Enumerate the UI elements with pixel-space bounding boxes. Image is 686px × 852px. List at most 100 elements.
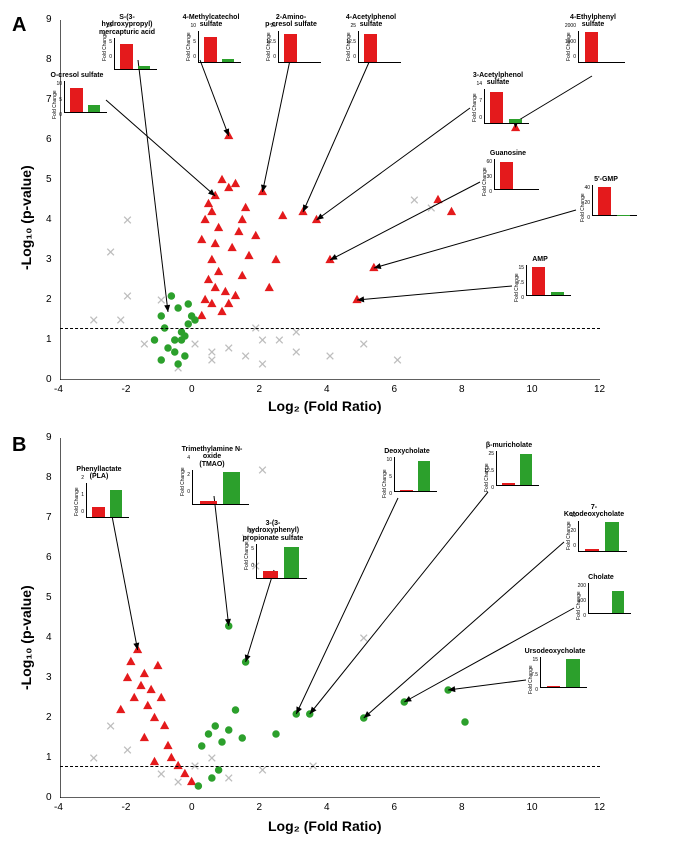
mini-ytick: 10	[106, 23, 112, 29]
mini-ytick: 7.5	[517, 280, 524, 286]
mini-ytick: 1000	[565, 39, 576, 45]
ytick: 6	[46, 552, 52, 563]
significance-cutoff	[60, 766, 600, 767]
xtick: -2	[122, 384, 131, 395]
mini-bar-wt	[566, 659, 580, 687]
ytick: 3	[46, 254, 52, 265]
mini-ylabel: Fold Change	[566, 32, 572, 61]
mini-ylabel: Fold Change	[566, 521, 572, 550]
mini-bar-ko	[500, 162, 513, 190]
xtick: 12	[594, 802, 605, 813]
mini-ytick: 5	[59, 97, 62, 103]
mini-ylabel: Fold Change	[346, 32, 352, 61]
panel-label-A: A	[12, 14, 26, 37]
mini-ytick: 0	[193, 54, 196, 60]
mini-bar-wt	[138, 66, 151, 69]
callout-s-(3-hydroxypropyl)-mercapturic-acid: S-(3-hydroxypropyl)mercapturic acidFold …	[98, 14, 156, 70]
callout-2-amino--p-cresol-sulfate: 2-Amino-p-cresol sulfateFold Change012.5…	[262, 14, 320, 63]
mini-bar-wt	[520, 454, 533, 485]
callout-deoxycholate: DeoxycholateFold Change0510	[378, 448, 436, 492]
mini-ytick: 60	[486, 159, 492, 165]
xtick: -4	[54, 384, 63, 395]
xtick: 8	[459, 802, 465, 813]
panel-label-B: B	[12, 434, 26, 457]
mini-ylabel: Fold Change	[266, 32, 272, 61]
mini-bar-ko	[532, 267, 545, 295]
x-axis-label: Log₂ (Fold Ratio)	[268, 398, 382, 414]
mini-ytick: 0	[353, 54, 356, 60]
ytick: 8	[46, 472, 52, 483]
mini-ytick: 2000	[565, 23, 576, 29]
mini-ytick: 100	[578, 598, 586, 604]
callout-amp: AMPFold Change07.515	[510, 256, 570, 296]
ytick: 5	[46, 592, 52, 603]
figure-root: A-4-20246810120123456789Log₂ (Fold Ratio…	[0, 0, 686, 852]
callout-title: AMP	[510, 256, 570, 263]
mini-bar-ko	[502, 483, 515, 486]
mini-ytick: 0	[573, 54, 576, 60]
callout-title: 5'-GMP	[576, 176, 636, 183]
mini-ytick: 12.5	[266, 39, 276, 45]
callout-7-ketodeoxycholate: 7-KetodeoxycholateFold Change02040	[562, 504, 626, 552]
mini-ytick: 0	[187, 489, 190, 495]
mini-bar-ko	[585, 32, 599, 61]
xtick: 10	[527, 802, 538, 813]
ytick: 7	[46, 512, 52, 523]
mini-bar-ko	[585, 549, 599, 551]
mini-ytick: 0	[479, 115, 482, 121]
mini-ytick: 12.5	[484, 468, 494, 474]
mini-bar-wt	[605, 522, 619, 551]
xtick: 0	[189, 802, 195, 813]
mini-bar-ko	[400, 490, 413, 492]
mini-ytick: 0	[489, 189, 492, 195]
y-axis-label: -Log₁₀ (p-value)	[18, 165, 34, 270]
mini-ylabel: Fold Change	[528, 665, 534, 694]
xtick: 6	[392, 802, 398, 813]
mini-ytick: 15	[518, 265, 524, 271]
mini-ytick: 10	[56, 81, 62, 87]
mini-ylabel: Fold Change	[580, 193, 586, 222]
xtick: 2	[257, 802, 263, 813]
mini-ylabel: Fold Change	[74, 487, 80, 516]
mini-bar-wt	[88, 105, 101, 113]
callout-title: Guanosine	[478, 150, 538, 157]
mini-ylabel: Fold Change	[180, 467, 186, 496]
xtick: 6	[392, 384, 398, 395]
mini-ytick: 0	[587, 215, 590, 221]
mini-ytick: 40	[584, 185, 590, 191]
mini-bar-ko	[120, 44, 133, 69]
xtick: 0	[189, 384, 195, 395]
mini-ytick: 0	[81, 509, 84, 515]
mini-bar-wt	[110, 490, 123, 517]
callout-β-muricholate: β-muricholateFold Change012.525	[480, 442, 538, 486]
mini-bar-ko	[364, 34, 377, 61]
ytick: 3	[46, 672, 52, 683]
mini-ytick: 25	[270, 23, 276, 29]
mini-ytick: 0	[583, 613, 586, 619]
mini-bar-ko	[92, 507, 105, 517]
mini-bar-ko	[547, 686, 561, 687]
mini-bar-ko	[284, 34, 297, 61]
callout-title: β-muricholate	[480, 442, 538, 449]
mini-bar-wt	[222, 59, 235, 61]
mini-ytick: 2	[81, 475, 84, 481]
mini-ylabel: Fold Change	[102, 32, 108, 61]
ytick: 4	[46, 214, 52, 225]
callout-4-acetylphenol-sulfate: 4-AcetylphenolsulfateFold Change012.525	[342, 14, 400, 63]
ytick: 5	[46, 174, 52, 185]
mini-bar-wt	[617, 215, 630, 216]
xtick: 4	[324, 384, 330, 395]
mini-ytick: 0	[573, 543, 576, 549]
mini-ytick: 10	[248, 529, 254, 535]
mini-ytick: 0	[273, 54, 276, 60]
mini-ytick: 5	[193, 39, 196, 45]
mini-ytick: 0	[521, 295, 524, 301]
mini-bar-wt	[612, 591, 625, 614]
mini-ylabel: Fold Change	[382, 469, 388, 498]
ytick: 8	[46, 54, 52, 65]
callout-title: Phenyllactate(PLA)	[70, 466, 128, 481]
mini-bar-wt	[284, 547, 299, 578]
callout-4-methylcatechol-sulfate: 4-MethylcatecholsulfateFold Change0510	[182, 14, 240, 63]
mini-bar-ko	[200, 501, 217, 504]
mini-bar-wt	[418, 461, 431, 492]
